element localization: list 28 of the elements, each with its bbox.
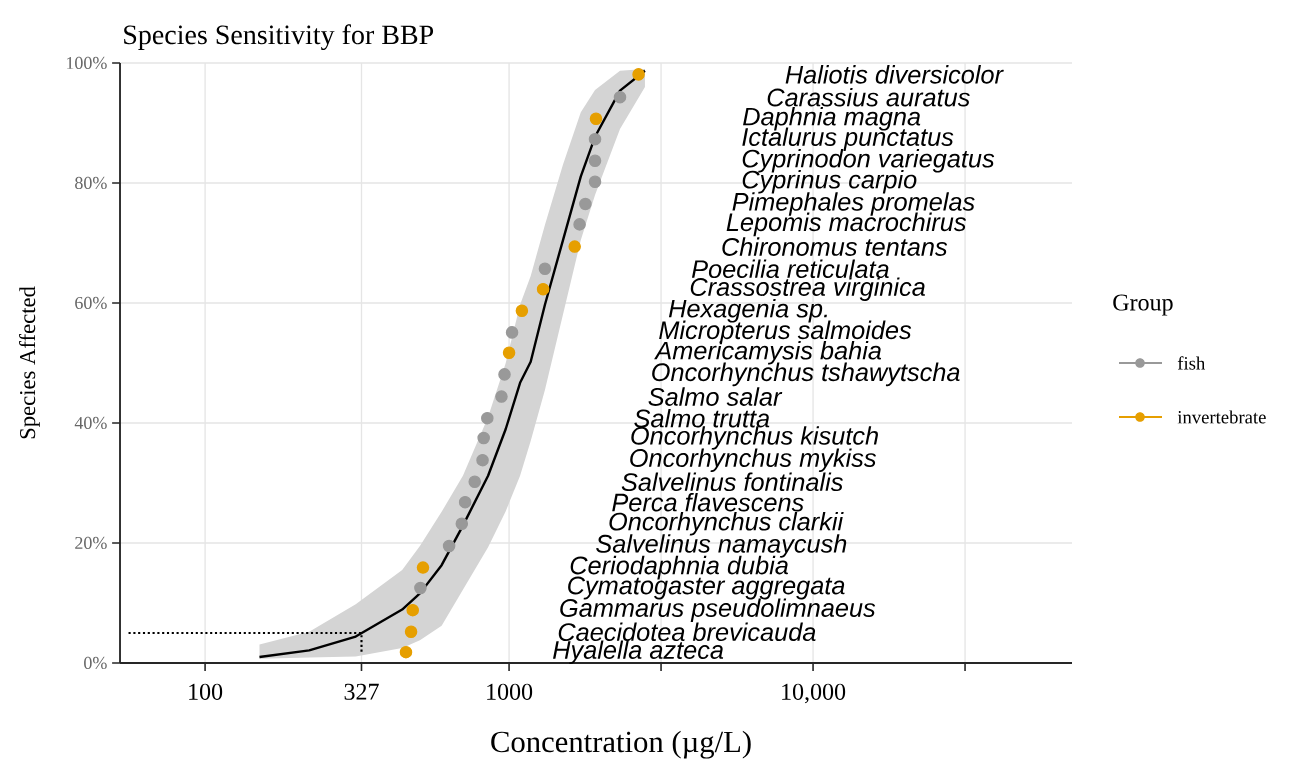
x-tick-label: 10,000 [782, 683, 846, 704]
annotation: Perca flavescens [612, 492, 804, 512]
legend-label: fish [1177, 356, 1206, 370]
annotation: Carassius auratus [767, 87, 970, 107]
x-tick-label: 100 [189, 683, 223, 700]
annotation: Chironomus tentans [722, 237, 948, 256]
y-axis-title: Species Affected [19, 286, 40, 439]
x-tick-label: 327 [344, 683, 379, 700]
annotation: Haliotis diversicolor [785, 65, 1004, 84]
legend-label: invertebrate [1177, 410, 1266, 424]
annotation: Poecilia reticulata [691, 259, 889, 279]
x-axis-title: Concentration (µg/L) [491, 730, 751, 759]
x-tick-label: 1000 [487, 683, 533, 700]
annotation: Salmo trutta [634, 408, 770, 428]
annotation: Caecidotea brevicauda [558, 622, 816, 642]
y-tick-label: 60% [75, 296, 107, 310]
annotation: Salvelinus fontinalis [621, 472, 843, 492]
annotation: Hyalella azteca [553, 640, 724, 664]
y-tick-label: 40% [74, 416, 107, 430]
y-tick-label: 20% [75, 536, 107, 550]
y-tick-label: 100% [66, 56, 107, 70]
legend-title: Group [1113, 294, 1173, 316]
y-tick-label: 0% [84, 656, 107, 670]
annotation: Gammarus pseudolimnaeus [560, 598, 876, 622]
y-tick-label: 80% [75, 176, 107, 190]
annotation: Salmo salar [648, 387, 783, 406]
chart-title: Species Sensitivity for BBP [124, 24, 434, 51]
annotation: Oncorhynchus mykiss [630, 448, 877, 472]
